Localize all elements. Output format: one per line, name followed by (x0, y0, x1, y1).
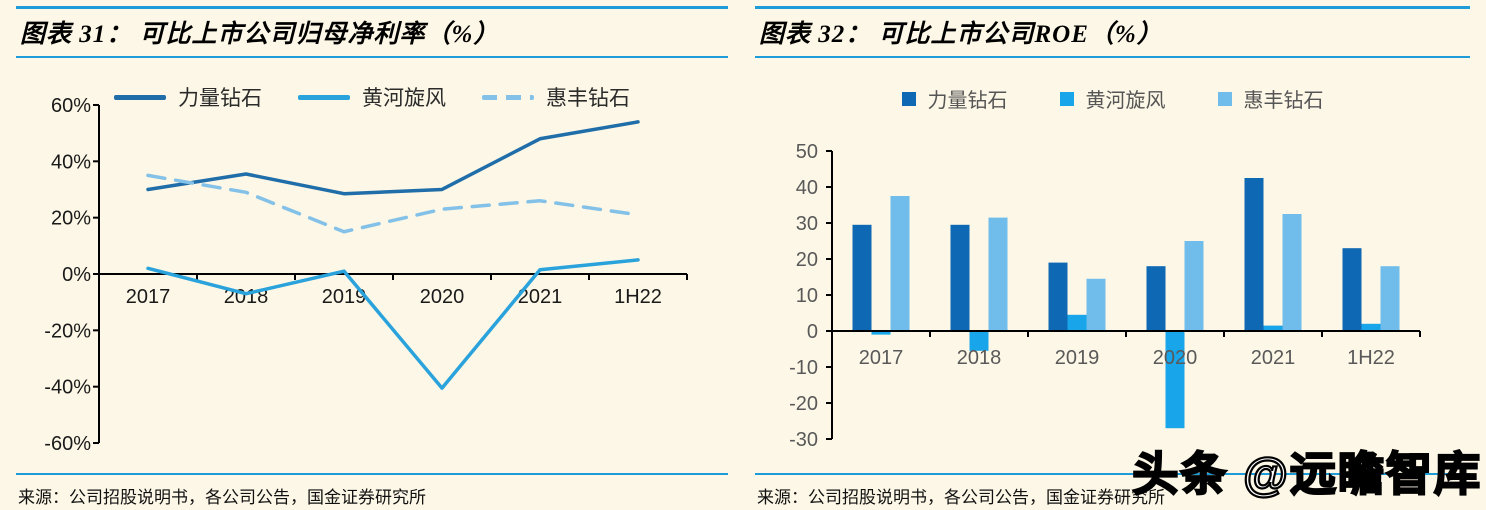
svg-text:2020: 2020 (1153, 347, 1198, 369)
legend-entry-liliang: 力量钻石 (114, 82, 262, 112)
legend-entry-liliang: 力量钻石 (901, 84, 1008, 113)
legend-label-huanghe: 黄河旋风 (1085, 90, 1166, 112)
svg-text:1H22: 1H22 (1347, 347, 1395, 369)
liliang-square-swatch (901, 91, 916, 106)
svg-text:20: 20 (796, 249, 818, 271)
figure-32-legend: 力量钻石 黄河旋风 惠丰钻石 (755, 84, 1470, 113)
svg-text:-40%: -40% (44, 377, 91, 399)
legend-label-huifeng: 惠丰钻石 (1243, 90, 1324, 112)
figure-31-panel: 图表 31： 可比上市公司归母净利率（%） 力量钻石 黄河旋风 惠丰钻石 60%… (16, 6, 728, 508)
svg-text:40%: 40% (51, 151, 91, 173)
figure-31-source: 来源：公司招股说明书，各公司公告，国金证券研究所 (16, 473, 728, 508)
svg-text:0: 0 (807, 321, 818, 343)
legend-label-huifeng: 惠丰钻石 (546, 87, 630, 110)
svg-text:2019: 2019 (1055, 347, 1100, 369)
figure-32-chart-area: 力量钻石 黄河旋风 惠丰钻石 50 40 30 20 10 0 -10 -20 -30 2017 2… (755, 58, 1470, 473)
svg-text:2017: 2017 (859, 347, 904, 369)
huanghe-line-swatch (298, 94, 350, 100)
svg-text:2020: 2020 (420, 286, 465, 308)
svg-text:30: 30 (796, 213, 818, 235)
figure-31-legend: 力量钻石 黄河旋风 惠丰钻石 (16, 82, 728, 112)
figure-32-panel: 图表 32： 可比上市公司ROE（%） 力量钻石 黄河旋风 惠丰钻石 50 40 3… (755, 6, 1470, 508)
svg-text:0%: 0% (62, 264, 91, 286)
svg-text:2019: 2019 (322, 286, 367, 308)
svg-text:50: 50 (796, 141, 818, 163)
figure-32-source: 来源：公司招股说明书，各公司公告，国金证券研究所 (755, 473, 1470, 508)
svg-text:40: 40 (796, 177, 818, 199)
svg-text:2018: 2018 (957, 347, 1002, 369)
roe-bar-chart: 50 40 30 20 10 0 -10 -20 -30 2017 2018 2019 2020 2021… (789, 141, 1421, 451)
legend-label-liliang: 力量钻石 (178, 87, 262, 110)
legend-label-huanghe: 黄河旋风 (362, 87, 446, 110)
svg-text:-20%: -20% (44, 320, 91, 342)
huifeng-dashed-line-swatch (482, 94, 534, 100)
svg-text:1H22: 1H22 (614, 286, 662, 308)
legend-entry-huifeng: 惠丰钻石 (482, 82, 630, 112)
svg-text:-20: -20 (789, 393, 818, 415)
legend-entry-huanghe: 黄河旋风 (298, 82, 446, 112)
figure-31-chart-area: 力量钻石 黄河旋风 惠丰钻石 60% 40% 20% 0% -20% -40% -60% 20… (16, 58, 728, 473)
huanghe-square-swatch (1059, 91, 1074, 106)
legend-label-liliang: 力量钻石 (927, 90, 1008, 112)
legend-entry-huanghe: 黄河旋风 (1059, 84, 1166, 113)
huifeng-square-swatch (1217, 91, 1232, 106)
svg-text:60%: 60% (51, 95, 91, 117)
svg-text:-30: -30 (789, 429, 818, 451)
svg-text:-60%: -60% (44, 433, 91, 455)
figure-31-title: 图表 31： 可比上市公司归母净利率（%） (16, 6, 728, 58)
svg-text:2021: 2021 (1251, 347, 1296, 369)
svg-text:-10: -10 (789, 357, 818, 379)
svg-text:2017: 2017 (126, 286, 171, 308)
net-margin-line-chart: 60%40%20%0%-20%-40%-60%2017 2018 2019 2020 2… (44, 95, 688, 455)
liliang-line-swatch (114, 94, 166, 100)
svg-text:10: 10 (796, 285, 818, 307)
legend-entry-huifeng: 惠丰钻石 (1217, 84, 1324, 113)
svg-text:20%: 20% (51, 208, 91, 230)
watermark-toutiao-yuanzhan: 头条 @远瞻智库 (1131, 447, 1482, 501)
figure-32-title: 图表 32： 可比上市公司ROE（%） (755, 6, 1470, 58)
svg-text:2021: 2021 (518, 286, 563, 308)
